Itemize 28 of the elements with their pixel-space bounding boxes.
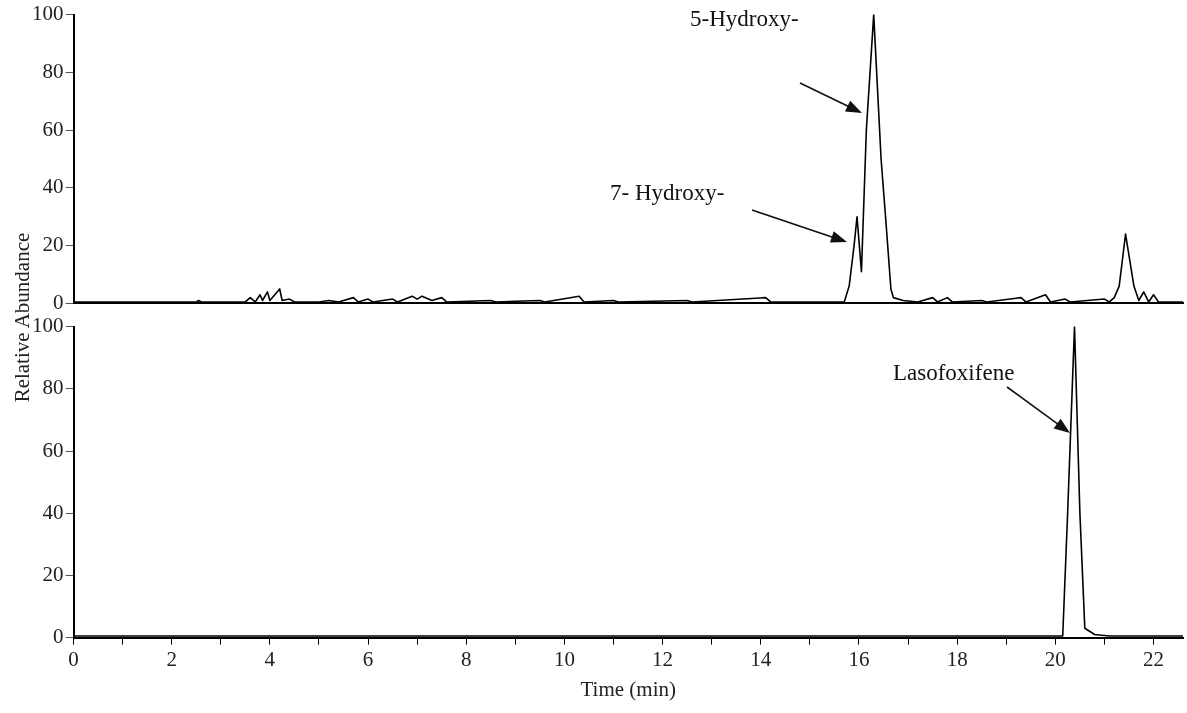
y-tick-label: 20 xyxy=(42,561,64,586)
x-tick-label: 6 xyxy=(362,646,374,671)
x-tick-label: 16 xyxy=(848,646,870,671)
y-tick-label: 40 xyxy=(42,174,64,199)
x-tick-label: 2 xyxy=(166,646,177,671)
x-tick-label: 8 xyxy=(460,646,472,671)
x-tick-label: 12 xyxy=(652,646,674,671)
y-tick-label: 40 xyxy=(42,499,64,524)
y-tick-label: 100 xyxy=(32,1,64,26)
x-tick-label: 10 xyxy=(553,646,575,671)
x-tick-label: 22 xyxy=(1143,646,1165,671)
y-tick-label: 80 xyxy=(42,58,64,83)
y-tick-label: 0 xyxy=(53,624,64,649)
y-tick-label: 100 xyxy=(32,313,64,338)
y-tick-label: 60 xyxy=(42,116,64,141)
x-axis-title: Time (min) xyxy=(580,676,676,701)
y-axis-title: Relative Abundance xyxy=(9,231,34,405)
y-tick-label: 20 xyxy=(42,232,64,257)
annotation: Lasofoxifene xyxy=(893,360,1015,386)
y-tick-label: 0 xyxy=(53,289,64,314)
annotation: 5-Hydroxy- xyxy=(690,6,799,32)
x-tick-label: 14 xyxy=(750,646,772,671)
x-tick-label: 20 xyxy=(1044,646,1066,671)
x-tick-label: 18 xyxy=(946,646,968,671)
y-tick-label: 80 xyxy=(42,375,64,400)
annotation: 7- Hydroxy- xyxy=(610,180,725,206)
y-tick-label: 60 xyxy=(42,437,64,462)
x-tick-label: 4 xyxy=(264,646,276,671)
